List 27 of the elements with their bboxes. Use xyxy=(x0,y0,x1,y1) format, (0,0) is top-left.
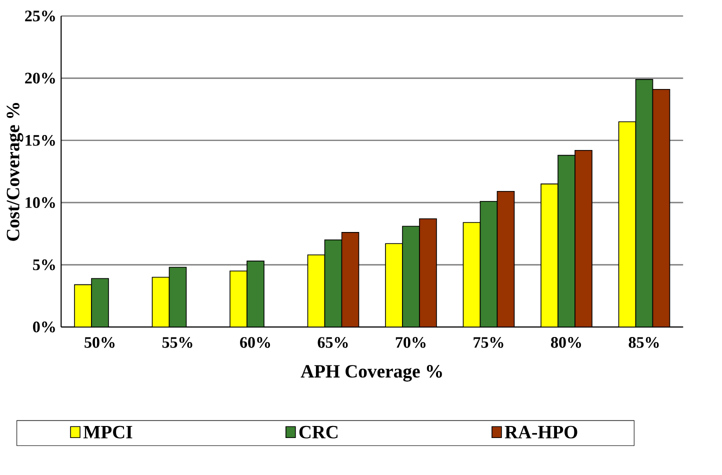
y-tick-label: 0% xyxy=(33,322,55,332)
x-tick-label: 75% xyxy=(474,337,504,348)
x-tick-label: 85% xyxy=(628,337,659,348)
x-tick-label: 65% xyxy=(318,337,348,348)
bar xyxy=(480,200,498,327)
x-tick-label: 80% xyxy=(551,337,581,348)
x-tick-label: 70% xyxy=(396,337,426,348)
legend-label: MPCI xyxy=(83,426,132,438)
x-tick-label: 50% xyxy=(84,337,114,348)
y-tick-label: 20% xyxy=(25,72,55,84)
bar xyxy=(324,240,342,327)
bar xyxy=(558,154,576,327)
x-tick-label: 55% xyxy=(162,337,192,348)
y-tick-label: 25% xyxy=(25,10,55,22)
bar xyxy=(91,278,109,327)
x-axis-title: APH Coverage % xyxy=(300,365,442,382)
x-tick-label: 60% xyxy=(240,337,270,348)
y-tick-label: 15% xyxy=(26,134,55,146)
y-axis-title: Cost/Coverage % xyxy=(6,103,24,241)
bar xyxy=(246,260,264,327)
legend-label: RA-HPO xyxy=(504,426,578,438)
bar xyxy=(402,226,420,327)
bar xyxy=(635,79,654,327)
y-tick-label: 10% xyxy=(26,197,55,208)
y-tick-label: 5% xyxy=(33,259,55,270)
bar xyxy=(168,266,187,327)
legend-label: CRC xyxy=(299,426,338,438)
